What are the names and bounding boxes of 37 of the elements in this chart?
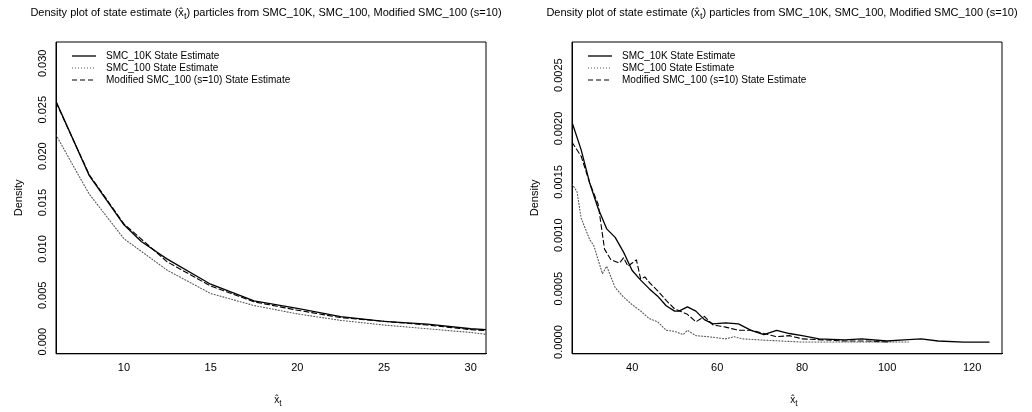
y-tick-label: 0.015	[35, 188, 48, 217]
y-tick-label: 0.010	[35, 235, 48, 263]
y-tick-label: 0.0020	[551, 111, 564, 146]
line-series	[572, 183, 909, 343]
x-tick-label: 80	[796, 361, 809, 374]
line-series	[56, 134, 486, 335]
x-axis-title: x̂$_{t}$	[273, 394, 283, 408]
y-tick-label: 0.0015	[551, 165, 564, 199]
y-axis-title: Density	[11, 179, 24, 217]
chart-title: Density plot of state estimate (x̂$_{t}$) particles from SMC_10K, SMC_100, Modified SMC_100 (s=10)	[29, 6, 503, 22]
legend-label: Modified SMC_100 (s=10) State Estimate	[622, 73, 807, 85]
x-tick-label: 15	[204, 361, 217, 374]
legend-label: SMC_10K State Estimate	[106, 49, 220, 61]
chart-title: Density plot of state estimate (x̂$_{t}$) particles from SMC_10K, SMC_100, Modified SMC_100 (s=10)	[545, 6, 1019, 22]
x-tick-label: 30	[464, 361, 477, 374]
y-tick-label: 0.005	[35, 281, 48, 310]
x-tick-label: 10	[117, 361, 131, 374]
y-tick-label: 0.0010	[551, 218, 564, 253]
x-tick-label: 60	[711, 361, 724, 374]
y-tick-label: 0.025	[35, 95, 48, 124]
y-tick-label: 0.030	[35, 49, 48, 78]
legend-label: SMC_100 State Estimate	[622, 61, 735, 73]
x-axis-title: x̂$_{t}$	[789, 394, 799, 408]
x-tick-label: 20	[291, 361, 304, 374]
y-tick-label: 0.000	[35, 327, 48, 356]
y-tick-label: 0.0025	[551, 58, 564, 92]
y-axis-title: Density	[527, 179, 540, 217]
legend-label: SMC_100 State Estimate	[106, 61, 219, 73]
x-tick-label: 120	[962, 361, 982, 374]
x-tick-label: 100	[877, 361, 897, 374]
x-tick-label: 25	[377, 361, 391, 374]
legend-label: SMC_10K State Estimate	[622, 49, 736, 61]
y-tick-label: 0.0000	[551, 325, 564, 359]
x-tick-label: 40	[626, 361, 639, 374]
y-tick-label: 0.0005	[551, 271, 564, 306]
legend-label: Modified SMC_100 (s=10) State Estimate	[106, 73, 291, 85]
y-tick-label: 0.020	[35, 142, 48, 170]
